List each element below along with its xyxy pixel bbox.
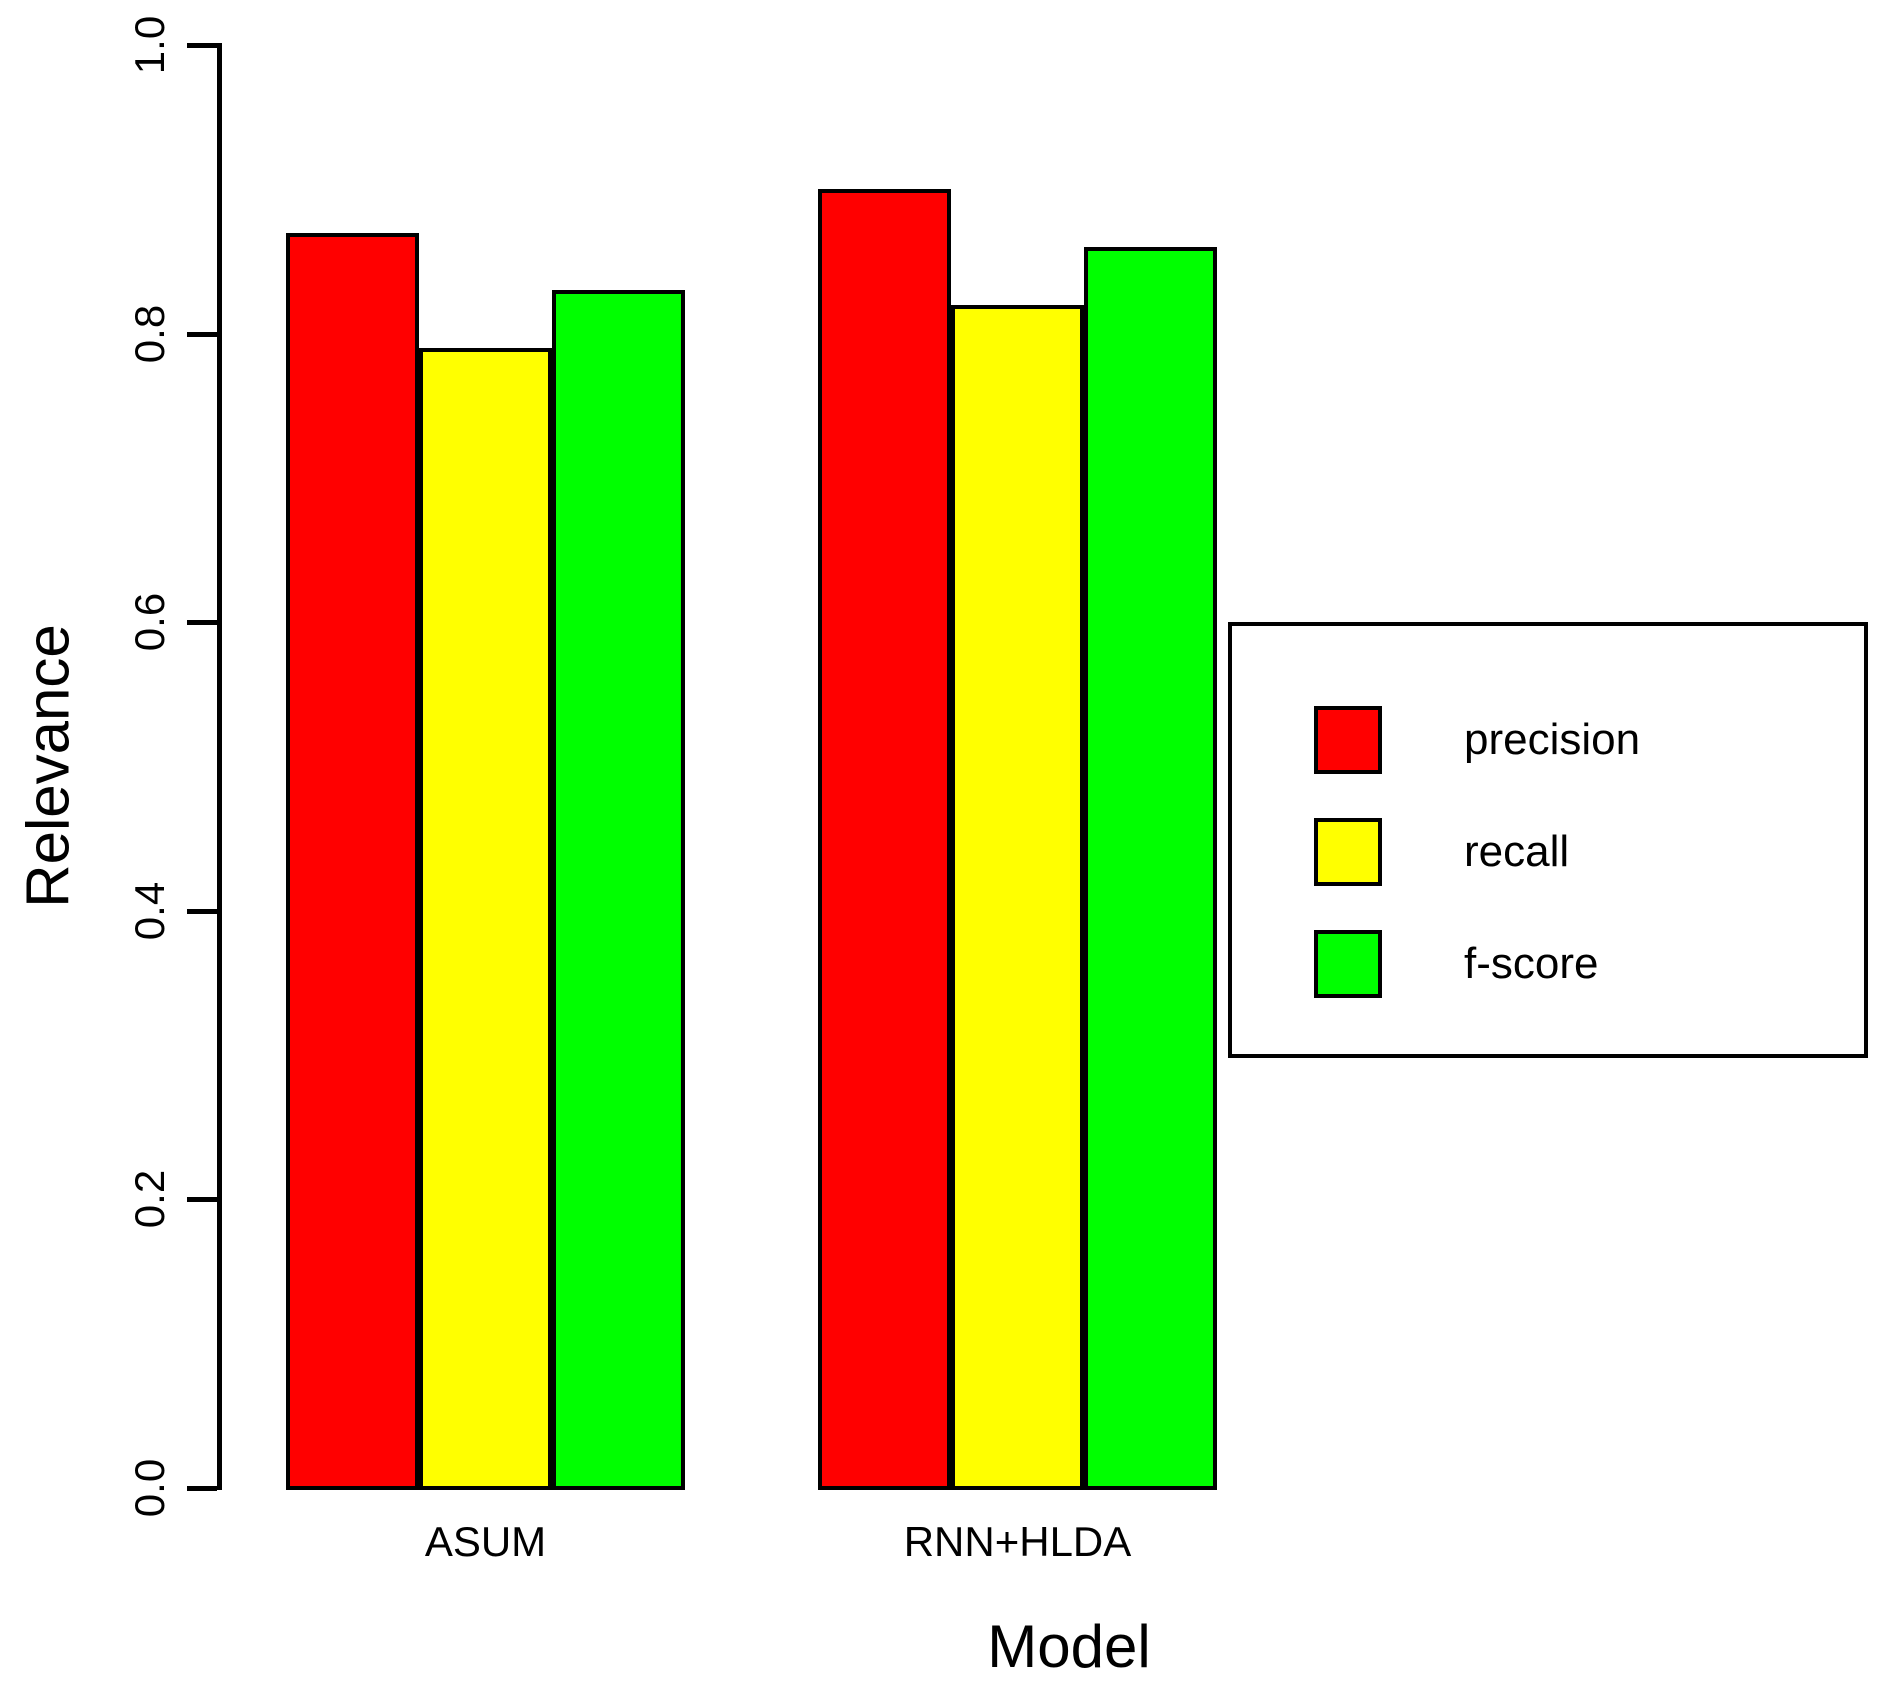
legend-row-precision: precision: [1232, 706, 1864, 774]
y-axis-tick-label: 0.8: [126, 304, 173, 363]
legend-swatch-precision: [1314, 706, 1382, 774]
y-axis-tick: [187, 1486, 217, 1491]
y-axis-line: [217, 43, 222, 1490]
x-axis-category-label-RNN+HLDA: RNN+HLDA: [903, 1518, 1132, 1565]
legend-label-recall: recall: [1464, 827, 1570, 876]
y-axis-tick: [187, 908, 217, 914]
x-axis-title: Model: [987, 1613, 1151, 1680]
y-axis-tick: [187, 43, 217, 48]
legend-row-f-score: f-score: [1232, 930, 1864, 998]
bar-RNN+HLDA-f-score: [1084, 247, 1217, 1490]
legend-swatch-f-score: [1314, 930, 1382, 998]
y-axis-tick: [187, 620, 217, 626]
x-axis-category-label-ASUM: ASUM: [424, 1518, 547, 1565]
y-axis-tick-label: 0.6: [126, 592, 173, 652]
legend-row-recall: recall: [1232, 818, 1864, 886]
y-axis-tick: [187, 1197, 217, 1203]
y-axis-tick: [187, 331, 217, 337]
y-axis-tick-label: 1.0: [126, 15, 173, 75]
bar-ASUM-recall: [419, 348, 552, 1490]
legend: precision recall f-score: [1228, 622, 1868, 1058]
bar-ASUM-precision: [286, 232, 419, 1490]
legend-label-precision: precision: [1464, 715, 1641, 764]
y-axis-tick-label: 0.0: [126, 1458, 173, 1518]
bar-ASUM-f-score: [552, 290, 685, 1490]
legend-label-f-score: f-score: [1464, 939, 1599, 988]
y-axis-title: Relevance: [14, 624, 82, 908]
y-axis-tick-label: 0.2: [126, 1170, 173, 1229]
y-axis-tick-label: 0.4: [126, 881, 173, 940]
legend-swatch-recall: [1314, 818, 1382, 886]
bar-RNN+HLDA-recall: [951, 304, 1084, 1490]
bar-RNN+HLDA-precision: [818, 189, 951, 1490]
